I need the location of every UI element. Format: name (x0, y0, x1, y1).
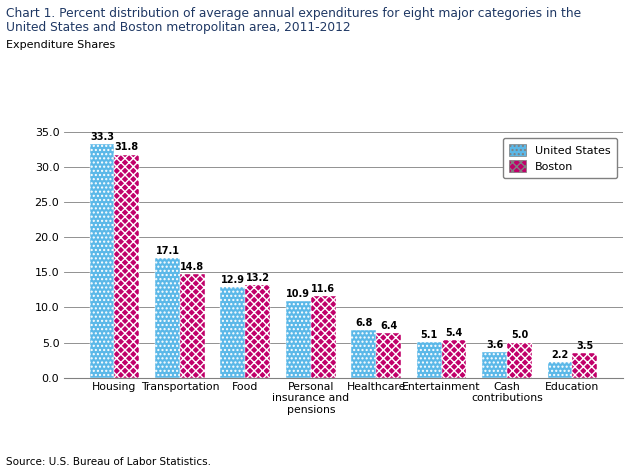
Bar (507, 343, 532, 378)
Text: 17.1: 17.1 (155, 245, 180, 255)
Text: 3.5: 3.5 (577, 341, 594, 351)
Text: 31.8: 31.8 (115, 143, 139, 152)
Text: 11.6: 11.6 (311, 284, 335, 294)
Bar (114, 155, 139, 378)
Bar (442, 340, 467, 378)
Text: 5.0: 5.0 (511, 330, 528, 340)
Bar (180, 274, 205, 378)
Bar (286, 301, 311, 378)
Text: 33.3: 33.3 (90, 132, 114, 142)
Text: Chart 1. Percent distribution of average annual expenditures for eight major cat: Chart 1. Percent distribution of average… (6, 7, 582, 20)
Text: 13.2: 13.2 (246, 273, 270, 283)
Text: 3.6: 3.6 (486, 340, 503, 350)
Text: Expenditure Shares: Expenditure Shares (6, 40, 116, 50)
Bar (376, 333, 401, 378)
Text: United States and Boston metropolitan area, 2011-2012: United States and Boston metropolitan ar… (6, 21, 351, 34)
Bar (573, 353, 597, 378)
Bar (90, 144, 114, 378)
Text: Source: U.S. Bureau of Labor Statistics.: Source: U.S. Bureau of Labor Statistics. (6, 457, 211, 467)
Bar (417, 342, 442, 378)
Text: 6.8: 6.8 (355, 318, 372, 328)
Bar (482, 353, 507, 378)
Bar (245, 285, 270, 378)
Legend: United States, Boston: United States, Boston (503, 138, 617, 178)
Bar (351, 330, 376, 378)
Text: 5.4: 5.4 (446, 328, 463, 337)
Bar (220, 287, 245, 378)
Text: 14.8: 14.8 (180, 261, 204, 272)
Bar (311, 296, 336, 378)
Text: 2.2: 2.2 (551, 350, 569, 360)
Text: 6.4: 6.4 (380, 320, 397, 330)
Bar (155, 258, 180, 378)
Text: 12.9: 12.9 (221, 275, 245, 285)
Text: 5.1: 5.1 (421, 330, 438, 340)
Text: 10.9: 10.9 (286, 289, 310, 299)
Bar (548, 362, 573, 378)
